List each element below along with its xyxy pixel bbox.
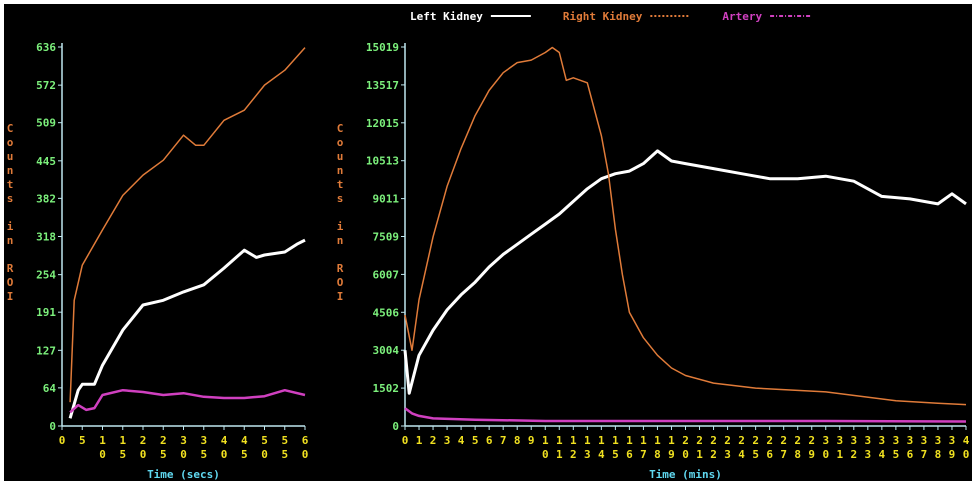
y-tick-label: 0 [49,420,56,433]
y-tick-label: 509 [36,117,56,130]
y-tick-label: 127 [36,344,56,357]
y-tick-label: 7509 [373,231,400,244]
legend-label: Artery [722,10,762,23]
y-tick-label: 10513 [366,155,399,168]
y-tick-label: 445 [36,155,56,168]
x-tick-label: 5 [76,434,89,448]
y-tick-label: 191 [36,306,56,319]
x-tick-label: 0 [56,434,69,448]
x-tick-label: 21 [693,434,706,462]
legend-label: Left Kidney [410,10,483,23]
x-tick-label: 30 [819,434,832,462]
x-tick-label: 50 [258,434,271,462]
x-tick-label: 0 [399,434,412,448]
series-line [69,388,306,414]
y-tick-label: 6007 [373,268,400,281]
y-tick-label: 572 [36,79,56,92]
x-tick-label: 18 [651,434,664,462]
y-tick-label: 382 [36,192,56,205]
series-line [403,149,967,395]
y-tick-label: 636 [36,41,56,54]
y-tick-label: 15019 [366,41,399,54]
y-tick-label: 254 [36,269,56,282]
x-tick-label: 10 [96,434,109,462]
x-tick-label: 8 [511,434,524,448]
y-axis-title: Counts in ROI [4,122,17,304]
y-tick-label: 64 [43,382,57,395]
y-tick-label: 0 [392,420,399,433]
y-tick-label: 12015 [366,117,399,130]
series-line [68,238,306,419]
x-tick-label: 32 [847,434,860,462]
x-tick-label: 60 [299,434,312,462]
y-tick-label: 4506 [373,306,400,319]
x-tick-label: 1 [413,434,426,448]
x-tick-label: 25 [157,434,170,462]
x-tick-label: 38 [931,434,944,462]
y-tick-label: 3004 [373,344,400,357]
x-tick-label: 37 [917,434,930,462]
x-tick-label: 6 [483,434,496,448]
x-tick-label: 33 [861,434,874,462]
x-tick-label: 4 [455,434,468,448]
x-tick-label: 13 [581,434,594,462]
x-tick-label: 35 [889,434,902,462]
x-tick-label: 11 [553,434,566,462]
x-tick-label: 25 [749,434,762,462]
x-tick-label: 22 [707,434,720,462]
series-line [69,47,306,403]
background [4,4,972,481]
x-tick-label: 20 [137,434,150,462]
x-tick-label: 2 [427,434,440,448]
legend-label: Right Kidney [563,10,643,23]
x-tick-label: 19 [665,434,678,462]
x-tick-label: 27 [777,434,790,462]
x-tick-label: 16 [623,434,636,462]
x-tick-label: 5 [469,434,482,448]
x-tick-label: 40 [218,434,231,462]
x-tick-label: 10 [539,434,552,462]
y-tick-label: 9011 [373,193,400,206]
x-axis-title: Time (secs) [147,468,220,481]
y-tick-label: 1502 [373,382,400,395]
x-tick-label: 17 [637,434,650,462]
series-line [404,407,967,423]
series-line [404,46,967,406]
x-tick-label: 7 [497,434,510,448]
x-tick-label: 14 [595,434,608,462]
x-tick-label: 39 [945,434,958,462]
x-axis-title: Time (mins) [649,468,722,481]
x-tick-label: 55 [278,434,291,462]
x-tick-label: 40 [960,434,973,462]
x-tick-label: 20 [679,434,692,462]
x-tick-label: 15 [609,434,622,462]
y-tick-label: 318 [36,231,56,244]
x-tick-label: 29 [805,434,818,462]
x-tick-label: 26 [763,434,776,462]
x-tick-label: 24 [735,434,748,462]
x-tick-label: 12 [567,434,580,462]
x-tick-label: 3 [441,434,454,448]
x-tick-label: 30 [177,434,190,462]
y-tick-label: 13517 [366,79,399,92]
x-tick-label: 36 [903,434,916,462]
x-tick-label: 28 [791,434,804,462]
x-tick-label: 15 [116,434,129,462]
x-tick-label: 23 [721,434,734,462]
x-tick-label: 9 [525,434,538,448]
x-tick-label: 31 [833,434,846,462]
x-tick-label: 35 [197,434,210,462]
x-tick-label: 45 [238,434,251,462]
x-tick-label: 34 [875,434,888,462]
y-axis-title: Counts in ROI [334,122,347,304]
